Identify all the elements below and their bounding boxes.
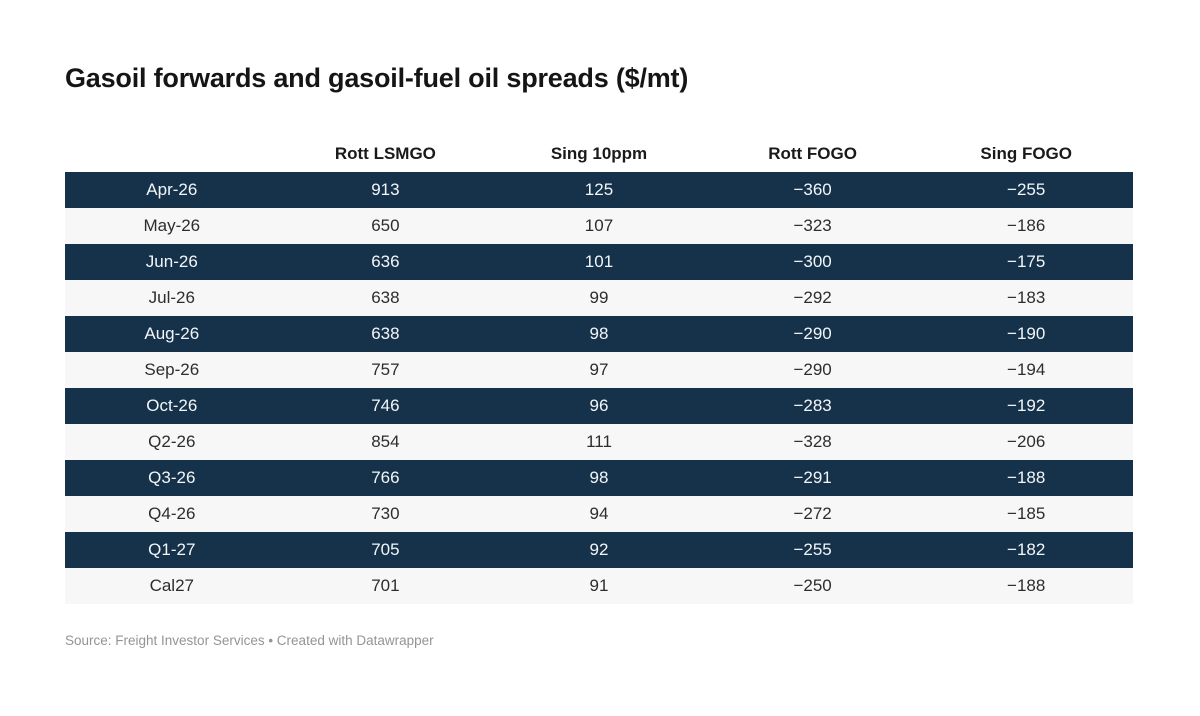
table-row: May-26 650 107 −323 −186 bbox=[65, 208, 1133, 244]
value-cell: −323 bbox=[793, 216, 832, 235]
value-cell: 91 bbox=[589, 576, 609, 595]
data-table: Rott LSMGO Sing 10ppm Rott FOGO Sing FOG… bbox=[65, 136, 1133, 604]
column-header-sing-10ppm: Sing 10ppm bbox=[550, 144, 648, 163]
value-cell: −188 bbox=[1007, 468, 1046, 487]
value-cell: −190 bbox=[1007, 324, 1046, 343]
table-row: Q4-26 730 94 −272 −185 bbox=[65, 496, 1133, 532]
value-cell: −186 bbox=[1007, 216, 1046, 235]
table-row: Q2-26 854 111 −328 −206 bbox=[65, 424, 1133, 460]
value-cell: −250 bbox=[793, 576, 832, 595]
chart-title: Gasoil forwards and gasoil-fuel oil spre… bbox=[65, 63, 689, 93]
row-label-cell: Q2-26 bbox=[148, 432, 196, 451]
value-cell: −290 bbox=[793, 360, 832, 379]
value-cell: 913 bbox=[371, 180, 400, 199]
value-cell: 636 bbox=[371, 252, 400, 271]
value-cell: −255 bbox=[793, 540, 832, 559]
value-cell: 92 bbox=[589, 540, 609, 559]
chart-container: Gasoil forwards and gasoil-fuel oil spre… bbox=[65, 0, 1133, 648]
table-body: Apr-26 913 125 −360 −255 May-26 650 107 −323 −186… bbox=[65, 172, 1133, 604]
value-cell: −185 bbox=[1007, 504, 1046, 523]
value-cell: 854 bbox=[371, 432, 400, 451]
value-cell: 746 bbox=[371, 396, 400, 415]
table-row: Aug-26 638 98 −290 −190 bbox=[65, 316, 1133, 352]
value-cell: 101 bbox=[584, 252, 614, 271]
value-cell: 111 bbox=[586, 432, 612, 451]
table-row: Q3-26 766 98 −291 −188 bbox=[65, 460, 1133, 496]
value-cell: −175 bbox=[1007, 252, 1046, 271]
table-row: Cal27 701 91 −250 −188 bbox=[65, 568, 1133, 604]
table-row: Jul-26 638 99 −292 −183 bbox=[65, 280, 1133, 316]
value-cell: −194 bbox=[1007, 360, 1046, 379]
value-cell: 638 bbox=[371, 324, 400, 343]
value-cell: −192 bbox=[1007, 396, 1046, 415]
value-cell: −182 bbox=[1007, 540, 1046, 559]
value-cell: 98 bbox=[589, 468, 609, 487]
column-header-rott-fogo: Rott FOGO bbox=[768, 144, 857, 163]
table-row: Sep-26 757 97 −290 −194 bbox=[65, 352, 1133, 388]
row-label-cell: Jun-26 bbox=[145, 252, 198, 271]
row-label-cell: May-26 bbox=[143, 216, 201, 235]
value-cell: −292 bbox=[793, 288, 832, 307]
table-header-row: Rott LSMGO Sing 10ppm Rott FOGO Sing FOG… bbox=[65, 136, 1133, 172]
table-row: Jun-26 636 101 −300 −175 bbox=[65, 244, 1133, 280]
value-cell: −291 bbox=[793, 468, 832, 487]
value-cell: 638 bbox=[371, 288, 400, 307]
value-cell: −290 bbox=[793, 324, 832, 343]
value-cell: 107 bbox=[584, 216, 614, 235]
value-cell: −255 bbox=[1007, 180, 1046, 199]
value-cell: 99 bbox=[589, 288, 609, 307]
value-cell: −300 bbox=[793, 252, 832, 271]
table-row: Apr-26 913 125 −360 −255 bbox=[65, 172, 1133, 208]
table-row: Oct-26 746 96 −283 −192 bbox=[65, 388, 1133, 424]
value-cell: 97 bbox=[589, 360, 609, 379]
row-label-cell: Q3-26 bbox=[148, 468, 196, 487]
value-cell: 94 bbox=[589, 504, 609, 523]
value-cell: 650 bbox=[371, 216, 400, 235]
value-cell: −206 bbox=[1007, 432, 1046, 451]
row-label-cell: Q1-27 bbox=[148, 540, 196, 559]
value-cell: −328 bbox=[793, 432, 832, 451]
column-header-rott-lsmgo: Rott LSMGO bbox=[334, 144, 436, 163]
row-label-cell: Apr-26 bbox=[146, 180, 198, 199]
value-cell: 701 bbox=[371, 576, 400, 595]
value-cell: −360 bbox=[793, 180, 832, 199]
value-cell: 766 bbox=[371, 468, 400, 487]
row-label-cell: Oct-26 bbox=[146, 396, 198, 415]
value-cell: −188 bbox=[1007, 576, 1046, 595]
value-cell: 705 bbox=[371, 540, 400, 559]
value-cell: 98 bbox=[589, 324, 609, 343]
column-header-sing-fogo: Sing FOGO bbox=[980, 144, 1072, 163]
value-cell: 125 bbox=[584, 180, 614, 199]
value-cell: 96 bbox=[589, 396, 609, 415]
table-row: Q1-27 705 92 −255 −182 bbox=[65, 532, 1133, 568]
row-label-cell: Q4-26 bbox=[148, 504, 196, 523]
value-cell: −283 bbox=[793, 396, 832, 415]
value-cell: 730 bbox=[371, 504, 400, 523]
value-cell: −272 bbox=[793, 504, 832, 523]
row-label-cell: Cal27 bbox=[149, 576, 194, 595]
value-cell: −183 bbox=[1007, 288, 1046, 307]
row-label-cell: Aug-26 bbox=[144, 324, 200, 343]
row-label-cell: Jul-26 bbox=[148, 288, 195, 307]
row-label-cell: Sep-26 bbox=[144, 360, 200, 379]
value-cell: 757 bbox=[371, 360, 400, 379]
source-credit-line: Source: Freight Investor Services • Crea… bbox=[65, 633, 434, 648]
